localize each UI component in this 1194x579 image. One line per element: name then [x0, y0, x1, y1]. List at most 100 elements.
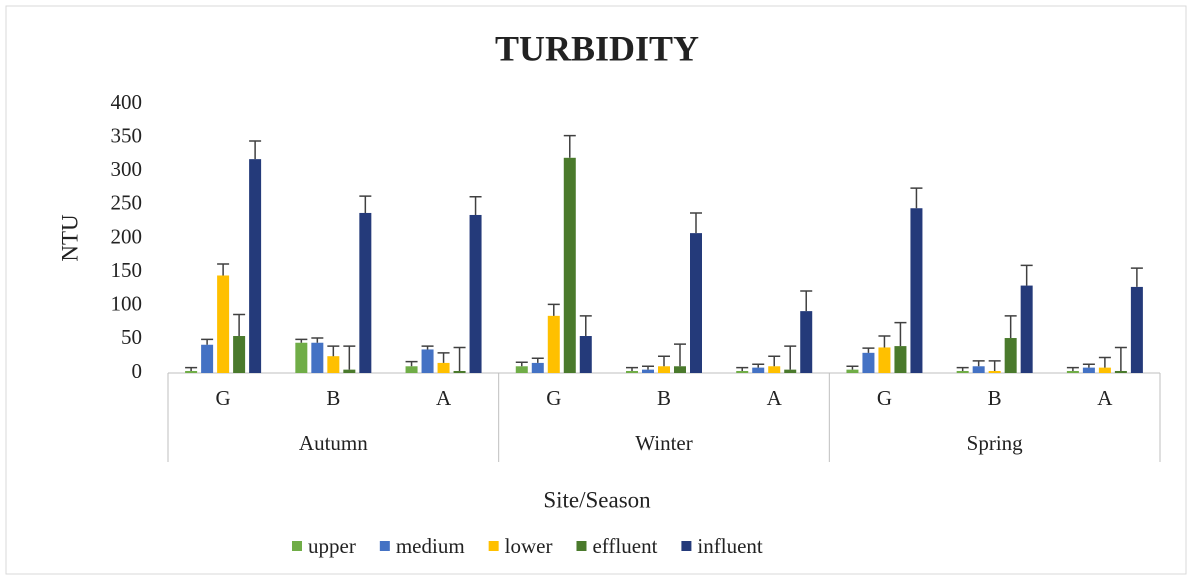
error-bar [405, 360, 418, 367]
error-bar [642, 365, 654, 370]
bar [327, 356, 340, 373]
bar [878, 347, 891, 373]
error-bar [1082, 363, 1095, 368]
error-bar [1114, 346, 1127, 371]
error-bar [910, 187, 923, 209]
x-axis-label: Site/Season [543, 487, 651, 512]
error-bar [295, 338, 308, 343]
bar [233, 336, 246, 373]
bar [690, 233, 702, 373]
error-bar [988, 360, 1001, 371]
bar [674, 366, 686, 373]
error-bar [437, 352, 450, 363]
error-bar [768, 355, 781, 367]
error-bar [690, 212, 702, 234]
legend-swatch [576, 541, 587, 551]
y-tick-label: 400 [111, 90, 143, 114]
error-bar [862, 347, 875, 353]
y-tick-label: 200 [111, 224, 143, 248]
error-bar [579, 315, 592, 337]
error-bar [956, 366, 969, 371]
y-tick-label: 300 [111, 157, 143, 181]
error-bar [1130, 267, 1143, 287]
bar [752, 367, 765, 373]
error-bar [1066, 366, 1079, 371]
error-bar [343, 345, 356, 370]
bar [343, 369, 356, 373]
legend-label: medium [396, 534, 465, 558]
x-tick-label: G [216, 386, 231, 410]
error-bar [233, 313, 246, 337]
bar [469, 214, 482, 373]
error-bar [515, 361, 528, 367]
legend-swatch [488, 541, 499, 551]
group-label: Autumn [299, 431, 368, 455]
bar [1082, 367, 1095, 373]
bar [1098, 367, 1111, 373]
bar [249, 159, 262, 373]
error-bar [249, 140, 262, 160]
x-tick-label: B [326, 386, 340, 410]
legend-label: effluent [592, 534, 657, 558]
bar [421, 349, 434, 373]
bar [217, 275, 230, 373]
x-tick-label: B [988, 386, 1002, 410]
y-tick-label: 0 [132, 359, 143, 383]
bar [956, 370, 969, 373]
x-tick-label: A [767, 386, 783, 410]
bar [359, 212, 372, 373]
bar [642, 369, 654, 373]
bar [547, 315, 560, 373]
error-bar [674, 343, 686, 367]
error-bar [658, 355, 670, 367]
error-bar [547, 303, 560, 316]
error-bar [453, 346, 466, 371]
x-tick-label: A [436, 386, 452, 410]
bar [862, 352, 875, 373]
bar [768, 366, 781, 373]
bar [295, 342, 308, 373]
error-bar [201, 338, 214, 345]
x-tick-label: G [877, 386, 892, 410]
x-tick-label: A [1097, 386, 1113, 410]
error-bar [784, 345, 797, 370]
bar [784, 369, 797, 373]
bar [1066, 370, 1079, 373]
x-tick-label: B [657, 386, 671, 410]
bar [1020, 285, 1033, 373]
error-bar [752, 363, 765, 368]
bar [1130, 286, 1143, 373]
bar [453, 370, 466, 373]
bar [972, 366, 985, 373]
legend-label: upper [308, 534, 356, 558]
y-axis-label: NTU [57, 214, 82, 262]
error-bar [327, 345, 340, 357]
bar [185, 370, 198, 373]
bar [311, 342, 324, 373]
group-label: Spring [967, 431, 1024, 455]
bar [1004, 338, 1017, 373]
y-tick-label: 50 [121, 325, 142, 349]
error-bar [217, 263, 230, 276]
group-label: Winter [635, 431, 692, 455]
error-bar [626, 366, 638, 371]
error-bar [800, 290, 813, 312]
y-tick-label: 150 [111, 258, 143, 282]
bar [563, 157, 576, 373]
bar [437, 362, 450, 373]
error-bar [531, 357, 544, 363]
error-bar [1098, 356, 1111, 368]
bar [515, 366, 528, 373]
bar [579, 336, 592, 373]
chart-border [5, 5, 1187, 575]
bar [800, 311, 813, 373]
error-bar [972, 360, 985, 367]
error-bar [185, 366, 198, 371]
legend-swatch [681, 541, 692, 551]
bar [894, 346, 907, 373]
error-bar [421, 345, 434, 350]
bar [201, 344, 214, 373]
legend-swatch [292, 541, 302, 551]
